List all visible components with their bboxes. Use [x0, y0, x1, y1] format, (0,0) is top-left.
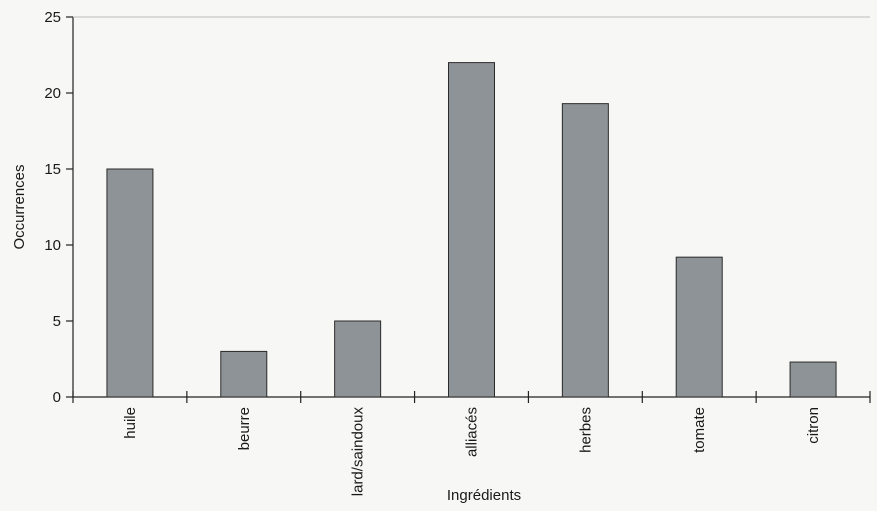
- x-tick-label: tomate: [691, 407, 708, 453]
- bars: [106, 62, 837, 398]
- x-axis-title: Ingrédients: [447, 487, 521, 504]
- x-tick-label: citron: [805, 407, 822, 444]
- bar-tomate: [675, 256, 723, 398]
- bar-herbes: [561, 103, 609, 398]
- bar-citron: [789, 361, 837, 398]
- y-tick-label: 10: [44, 237, 61, 254]
- x-ticks: huile beurre lard/saindoux alliacés herbes to…: [72, 391, 871, 497]
- x-tick-label: alliacés: [464, 407, 481, 457]
- y-axis-title: Occurrences: [11, 164, 28, 249]
- y-tick-label: 25: [44, 9, 61, 26]
- bar-lard-saindoux: [334, 320, 382, 398]
- x-tick-label: beurre: [236, 407, 253, 450]
- x-tick-label: lard/saindoux: [350, 407, 367, 497]
- y-tick-label: 20: [44, 85, 61, 102]
- bar-beurre: [220, 350, 268, 398]
- y-tick-label: 15: [44, 161, 61, 178]
- x-tick-label: herbes: [577, 407, 594, 453]
- plot-area: 0 5 10 15 20 25 huile beurre lard/saindoux allia…: [44, 9, 871, 497]
- x-tick-label: huile: [122, 407, 139, 439]
- y-tick-label: 0: [53, 389, 61, 406]
- y-tick-label: 5: [53, 313, 61, 330]
- y-ticks: 0 5 10 15 20 25: [44, 9, 73, 406]
- bar-huile: [106, 168, 154, 398]
- bar-alliac-s: [448, 62, 495, 398]
